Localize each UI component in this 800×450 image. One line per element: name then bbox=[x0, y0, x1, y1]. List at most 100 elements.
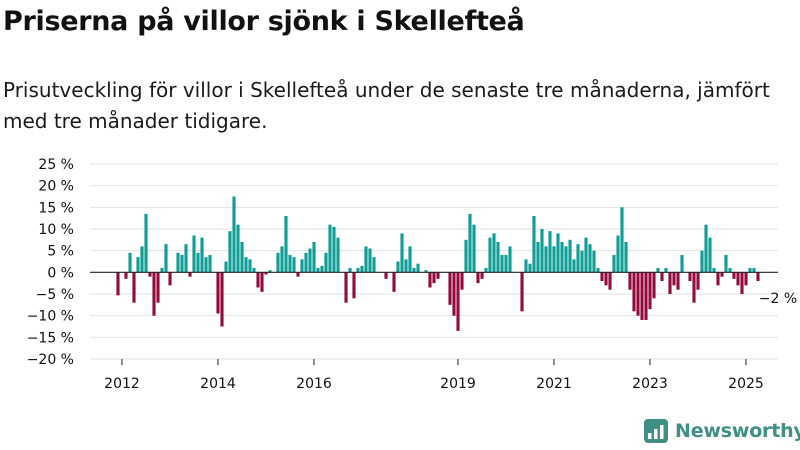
x-tick-label: 2021 bbox=[536, 376, 572, 392]
bar bbox=[408, 246, 412, 273]
y-tick-label: −10 % bbox=[27, 309, 74, 325]
bar bbox=[332, 226, 336, 273]
bar bbox=[624, 242, 628, 273]
bar bbox=[544, 246, 548, 273]
bar bbox=[216, 272, 220, 314]
newsworthy-logo-icon bbox=[644, 419, 668, 443]
bar bbox=[576, 244, 580, 273]
bar bbox=[596, 268, 600, 273]
bar bbox=[600, 272, 604, 281]
bar bbox=[456, 272, 460, 331]
x-tick-label: 2025 bbox=[728, 376, 764, 392]
bar bbox=[208, 255, 212, 273]
bar bbox=[284, 216, 288, 273]
x-tick-label: 2014 bbox=[200, 376, 236, 392]
bar bbox=[244, 257, 248, 273]
bar bbox=[688, 272, 692, 281]
bar bbox=[584, 237, 588, 273]
bar bbox=[484, 268, 488, 273]
bar bbox=[564, 246, 568, 273]
bar bbox=[628, 272, 632, 290]
y-tick-label: −20 % bbox=[27, 352, 74, 368]
bar bbox=[348, 268, 352, 273]
last-value-label: −2 % bbox=[759, 291, 797, 307]
bar bbox=[644, 272, 648, 320]
bar bbox=[748, 268, 752, 273]
bar bbox=[228, 231, 232, 273]
bar bbox=[404, 259, 408, 273]
bar bbox=[248, 259, 252, 273]
bar bbox=[652, 272, 656, 299]
bar bbox=[700, 250, 704, 273]
bar bbox=[708, 237, 712, 273]
bar bbox=[680, 255, 684, 273]
bar bbox=[400, 233, 404, 273]
bar bbox=[320, 265, 324, 273]
bar bbox=[164, 244, 168, 273]
bar bbox=[288, 255, 292, 273]
bar bbox=[540, 229, 544, 273]
bar bbox=[384, 272, 388, 279]
bar bbox=[552, 246, 556, 273]
bar bbox=[116, 272, 120, 296]
bar bbox=[428, 272, 432, 288]
bar bbox=[548, 231, 552, 273]
bar bbox=[356, 268, 360, 273]
bar bbox=[128, 252, 132, 273]
bar bbox=[316, 268, 320, 273]
bar bbox=[520, 272, 524, 312]
bar bbox=[156, 272, 160, 303]
newsworthy-logo: Newsworthy bbox=[644, 419, 800, 443]
bar bbox=[648, 272, 652, 310]
bar bbox=[732, 272, 736, 279]
bar bbox=[508, 246, 512, 273]
bar bbox=[180, 255, 184, 273]
y-tick-label: 0 % bbox=[47, 265, 74, 281]
bar bbox=[468, 213, 472, 273]
bar bbox=[592, 250, 596, 273]
bar bbox=[660, 272, 664, 281]
grid-lines bbox=[90, 163, 778, 360]
bar bbox=[136, 257, 140, 273]
chart-subtitle: Prisutveckling för villor i Skellefteå u… bbox=[3, 78, 770, 133]
bar bbox=[292, 257, 296, 273]
bar bbox=[744, 272, 748, 286]
bar bbox=[620, 207, 624, 273]
bar bbox=[132, 272, 136, 303]
bar bbox=[632, 272, 636, 312]
bar bbox=[188, 272, 192, 277]
bar bbox=[464, 239, 468, 273]
bar bbox=[736, 272, 740, 286]
brand-name: Newsworthy bbox=[675, 420, 800, 442]
bar bbox=[372, 257, 376, 273]
bar bbox=[220, 272, 224, 327]
bar bbox=[528, 263, 532, 273]
bar bbox=[204, 257, 208, 273]
y-tick-label: 5 % bbox=[47, 244, 74, 260]
bar bbox=[724, 255, 728, 273]
bar bbox=[312, 242, 316, 273]
bar bbox=[432, 272, 436, 284]
bar bbox=[236, 224, 240, 273]
bar bbox=[276, 252, 280, 273]
bar bbox=[492, 233, 496, 273]
x-tick-label: 2016 bbox=[296, 376, 332, 392]
bar bbox=[252, 268, 256, 273]
bar bbox=[280, 246, 284, 273]
bar bbox=[716, 272, 720, 286]
bar bbox=[424, 270, 428, 273]
bar bbox=[668, 272, 672, 294]
bar bbox=[656, 268, 660, 273]
bar bbox=[184, 244, 188, 273]
bar bbox=[416, 263, 420, 273]
y-tick-label: 20 % bbox=[38, 179, 74, 195]
bar bbox=[488, 237, 492, 273]
bar bbox=[672, 272, 676, 286]
bar bbox=[704, 224, 708, 273]
bar bbox=[504, 255, 508, 273]
bar bbox=[496, 242, 500, 273]
x-tick-label: 2012 bbox=[104, 376, 140, 392]
bar bbox=[460, 272, 464, 290]
y-tick-label: −15 % bbox=[27, 330, 74, 346]
y-axis-ticks: 25 % 20 % 15 % 10 % 5 % 0 % −5 % −10 % −15 % −20 … bbox=[27, 157, 74, 368]
